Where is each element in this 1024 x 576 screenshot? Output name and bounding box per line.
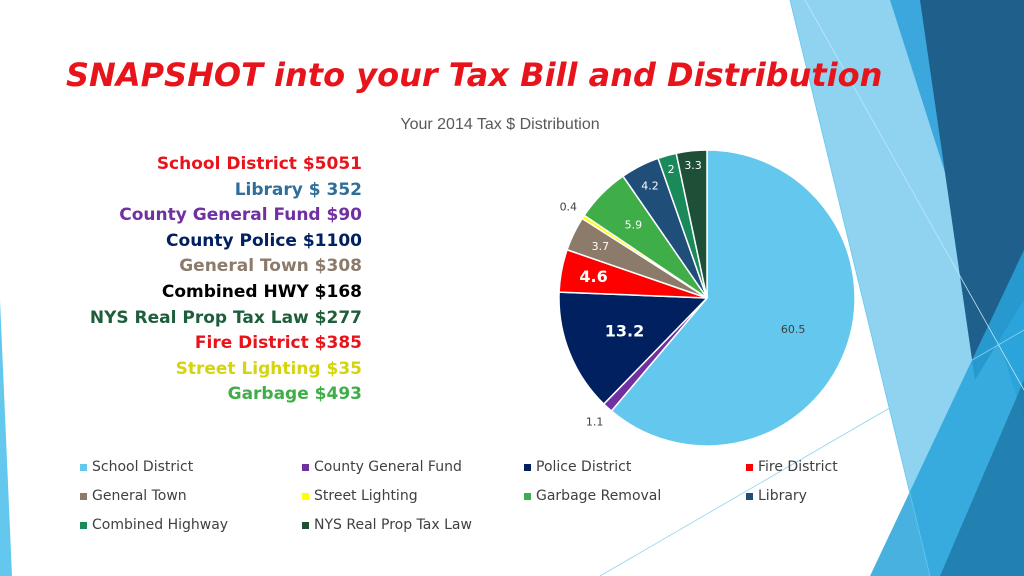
legend-label: General Town bbox=[92, 488, 187, 504]
right-panel-bottom bbox=[940, 380, 1024, 576]
legend-swatch bbox=[302, 521, 309, 529]
chart-legend: School District County General Fund Poli… bbox=[80, 458, 960, 534]
thin-line bbox=[599, 329, 1024, 576]
data-label-general-town: 3.7 bbox=[592, 240, 610, 253]
data-label-police-district: 13.2 bbox=[605, 321, 644, 340]
data-label-street-lighting: 0.4 bbox=[560, 201, 578, 214]
legend-item: School District bbox=[80, 458, 302, 476]
right-panel-dark bbox=[920, 0, 1024, 380]
data-label-fire-district: 4.6 bbox=[579, 267, 607, 286]
chart-title: Your 2014 Tax $ Distribution bbox=[400, 116, 600, 133]
tax-summary-list: School District $5051 Library $ 352 Coun… bbox=[40, 152, 362, 408]
pie-slice-school-district bbox=[610, 149, 856, 447]
legend-swatch bbox=[746, 492, 753, 500]
legend-label: Garbage Removal bbox=[536, 488, 662, 504]
legend-label: County General Fund bbox=[314, 459, 462, 475]
legend-swatch bbox=[746, 463, 753, 471]
legend-label: Fire District bbox=[758, 459, 838, 475]
legend-item: County General Fund bbox=[302, 458, 524, 476]
summary-item-county-general-fund: County General Fund $90 bbox=[119, 205, 362, 226]
data-label-library: 4.2 bbox=[641, 179, 659, 192]
legend-swatch bbox=[302, 492, 309, 500]
left-edge-stripe bbox=[0, 300, 12, 576]
thin-line bbox=[789, 0, 931, 576]
summary-item-combined-hwy: Combined HWY $168 bbox=[161, 281, 362, 302]
summary-item-county-police: County Police $1100 bbox=[166, 230, 362, 251]
legend-item: NYS Real Prop Tax Law bbox=[302, 516, 524, 534]
summary-item-fire-district: Fire District $385 bbox=[194, 333, 362, 354]
legend-label: Combined Highway bbox=[92, 517, 229, 533]
legend-label: NYS Real Prop Tax Law bbox=[314, 517, 472, 533]
legend-swatch bbox=[80, 521, 87, 529]
legend-swatch bbox=[524, 463, 531, 471]
summary-item-library: Library $ 352 bbox=[234, 179, 362, 200]
legend-swatch bbox=[80, 463, 87, 471]
legend-item: Street Lighting bbox=[302, 487, 524, 505]
legend-item: Fire District bbox=[746, 458, 960, 476]
summary-item-nys-real-prop-tax-law: NYS Real Prop Tax Law $277 bbox=[89, 307, 362, 328]
legend-item: General Town bbox=[80, 487, 302, 505]
summary-item-street-lighting: Street Lighting $35 bbox=[175, 358, 362, 379]
legend-swatch bbox=[524, 492, 531, 500]
legend-label: Police District bbox=[536, 459, 632, 475]
legend-item: Combined Highway bbox=[80, 516, 302, 534]
data-label-county-general-fund: 1.1 bbox=[586, 415, 604, 428]
legend-swatch bbox=[302, 463, 309, 471]
legend-item: Library bbox=[746, 487, 960, 505]
pie-slice-police-district bbox=[558, 291, 709, 406]
legend-label: School District bbox=[92, 459, 194, 475]
pie-slice-nys-real-prop-tax-law bbox=[675, 149, 708, 299]
slide-title: SNAPSHOT into your Tax Bill and Distribu… bbox=[66, 56, 883, 94]
data-label-school-district: 60.5 bbox=[781, 323, 806, 336]
legend-label: Street Lighting bbox=[314, 488, 418, 504]
summary-item-general-town: General Town $308 bbox=[179, 256, 362, 277]
data-label-garbage-removal: 5.9 bbox=[625, 219, 643, 232]
legend-item: Police District bbox=[524, 458, 746, 476]
data-label-nys-real-prop-tax-law: 3.3 bbox=[684, 159, 702, 172]
legend-swatch bbox=[80, 492, 87, 500]
thin-line bbox=[804, 0, 1024, 391]
legend-item: Garbage Removal bbox=[524, 487, 746, 505]
summary-item-school-district: School District $5051 bbox=[156, 154, 362, 174]
data-label-combined-highway: 2 bbox=[668, 163, 675, 176]
summary-item-garbage: Garbage $493 bbox=[227, 384, 362, 405]
legend-label: Library bbox=[758, 488, 807, 504]
